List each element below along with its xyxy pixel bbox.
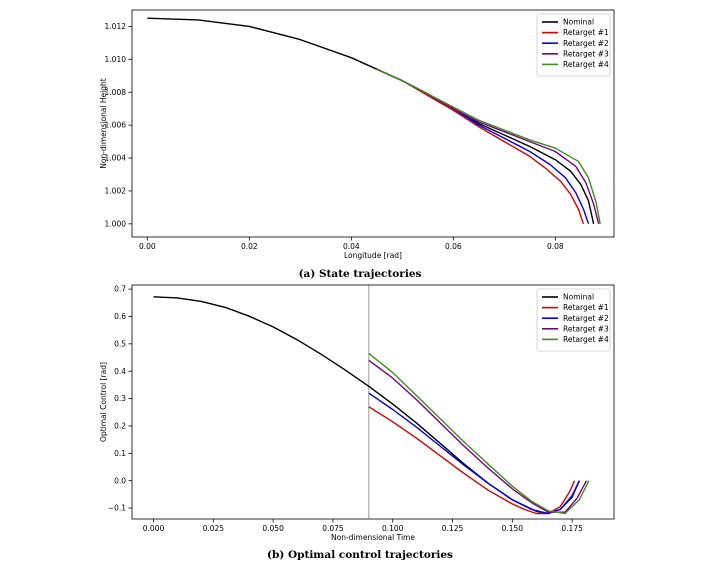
y-tick-label: 1.008 (105, 88, 127, 97)
y-tick-label: 0.2 (114, 422, 126, 431)
legend-label: Retarget #3 (563, 324, 609, 333)
chart-state: 0.00 0.02 0.04 0.06 0.08 1.000 1.002 1.004 1.006… (99, 9, 615, 260)
y-tick-label: 0.6 (114, 312, 126, 321)
y-tick-label: 0.1 (114, 449, 126, 458)
y-tick-label: 1.010 (105, 55, 127, 64)
plot-frame (131, 284, 615, 520)
y-tick-label: 1.004 (105, 154, 127, 163)
x-tick-label: 0.04 (343, 242, 360, 251)
legend-label: Nominal (563, 293, 594, 302)
y-tick-label: −0.1 (108, 504, 126, 513)
series-line-retarget-1 (368, 406, 576, 515)
series-line-retarget-4 (368, 352, 590, 515)
series-line-retarget-2 (368, 392, 580, 515)
x-axis-label: Non-dimensional Time (331, 533, 415, 542)
legend-label: Retarget #1 (563, 28, 609, 37)
legend-label: Retarget #4 (563, 335, 609, 344)
y-tick-label: 0.4 (114, 367, 126, 376)
y-tick-label: 1.006 (105, 121, 127, 130)
series-line-retarget-4 (376, 68, 601, 224)
x-tick-label: 0.025 (203, 524, 225, 533)
y-tick-label: 0.3 (114, 394, 126, 403)
caption-state-trajectories: (a) State trajectories (298, 268, 422, 280)
y-axis-label: Optimal Control [rad] (99, 362, 108, 442)
x-tick-label: 0.050 (262, 524, 284, 533)
x-tick-label: 0.000 (143, 524, 165, 533)
series-line-retarget-2 (376, 68, 590, 225)
y-axis-label: Non-dimensional Height (99, 78, 108, 168)
legend-label: Retarget #2 (563, 39, 609, 48)
x-tick-label: 0.02 (241, 242, 258, 251)
series-line-retarget-3 (376, 68, 600, 224)
x-tick-label: 0.08 (547, 242, 564, 251)
y-tick-label: 1.002 (105, 187, 127, 196)
caption-optimal-control-trajectories: (b) Optimal control trajectories (267, 549, 453, 561)
y-tick-label: 1.012 (105, 22, 127, 31)
legend-label: Retarget #3 (563, 49, 609, 58)
x-tick-label: 0.06 (445, 242, 462, 251)
series-line-retarget-3 (368, 359, 588, 513)
legend-label: Nominal (563, 18, 594, 27)
x-tick-label: 0.100 (382, 524, 404, 533)
x-tick-label: 0.175 (561, 524, 583, 533)
chart-control: 0.000 0.025 0.050 0.075 0.100 0.125 0.150 0.175… (99, 284, 615, 542)
series-line-nominal (153, 296, 580, 515)
y-tick-label: 0.5 (114, 339, 126, 348)
series-line-retarget-1 (376, 68, 585, 225)
legend-box (536, 288, 611, 352)
legend-label: Retarget #4 (563, 60, 609, 69)
x-axis-label: Longitude [rad] (344, 251, 402, 260)
y-tick-label: 0.0 (114, 476, 126, 485)
legend-label: Retarget #2 (563, 314, 609, 323)
y-tick-label: 0.7 (114, 285, 126, 294)
x-tick-label: 0.125 (442, 524, 464, 533)
x-tick-label: 0.00 (139, 242, 156, 251)
x-tick-label: 0.150 (502, 524, 524, 533)
plot-frame (131, 9, 615, 238)
y-tick-label: 1.000 (105, 219, 127, 228)
series-line-nominal (147, 17, 595, 224)
legend-box (536, 13, 611, 77)
x-tick-label: 0.075 (322, 524, 344, 533)
legend-label: Retarget #1 (563, 303, 609, 312)
